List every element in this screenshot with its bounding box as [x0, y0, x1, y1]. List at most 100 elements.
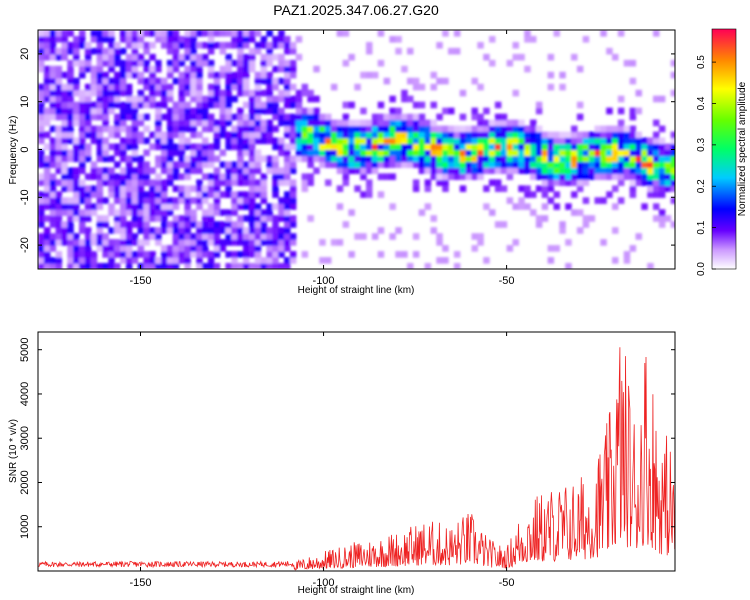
heat-cell — [219, 209, 227, 216]
heat-cell — [207, 101, 215, 109]
heat-cell — [149, 251, 156, 258]
heat-cell — [576, 155, 584, 163]
heat-cell — [190, 42, 197, 49]
heat-cell — [325, 161, 332, 168]
heat-cell — [412, 131, 420, 139]
heat-cell — [172, 251, 180, 258]
heat-cell — [149, 65, 156, 73]
heat-cell — [401, 251, 408, 258]
heat-cell — [389, 203, 396, 210]
heat-cell — [114, 185, 121, 192]
heat-cell — [196, 107, 203, 115]
heat-cell — [336, 131, 344, 139]
heat-cell — [535, 155, 543, 163]
heat-cell — [664, 149, 672, 157]
heat-cell — [49, 197, 57, 204]
heat-cell — [207, 251, 215, 258]
heat-cell — [131, 65, 139, 73]
heat-cell — [647, 155, 654, 163]
heat-cell — [190, 113, 197, 121]
heat-cell — [90, 131, 98, 139]
heat-cell — [231, 233, 238, 240]
heat-cell — [38, 179, 45, 186]
heat-cell — [108, 107, 115, 115]
heat-cell — [348, 143, 355, 151]
heat-cell — [606, 191, 613, 198]
heat-cell — [213, 263, 221, 269]
heat-cell — [494, 161, 502, 168]
heat-cell — [248, 30, 256, 37]
heat-cell — [284, 149, 291, 157]
heat-cell — [248, 125, 256, 133]
heat-cell — [582, 173, 590, 180]
heat-cell — [342, 59, 350, 67]
heat-cell — [137, 53, 145, 61]
heat-cell — [79, 119, 86, 127]
heat-cell — [49, 257, 57, 264]
heat-cell — [178, 245, 186, 252]
heat-cell — [219, 47, 227, 55]
heat-cell — [658, 215, 666, 222]
heat-cell — [606, 131, 613, 139]
heat-cell — [84, 125, 92, 133]
heat-cell — [96, 185, 104, 192]
heat-cell — [161, 131, 168, 139]
heat-cell — [38, 65, 45, 73]
heat-cell — [442, 179, 449, 186]
heat-cell — [166, 107, 174, 115]
heat-cell — [389, 149, 396, 157]
heat-cell — [248, 245, 256, 252]
heat-cell — [348, 167, 355, 174]
heat-cell — [79, 95, 86, 103]
heat-cell — [161, 137, 168, 145]
heat-cell — [155, 30, 162, 37]
heat-cell — [120, 191, 127, 198]
heat-cell — [535, 131, 543, 139]
heat-cell — [325, 155, 332, 163]
heat-cell — [155, 89, 162, 97]
heat-cell — [664, 155, 672, 163]
heat-cell — [155, 239, 162, 246]
heat-cell — [289, 233, 297, 240]
heat-cell — [172, 119, 180, 127]
heat-cell — [84, 251, 92, 258]
heat-cell — [225, 161, 232, 168]
heat-cell — [67, 263, 74, 269]
heat-cell — [43, 263, 51, 269]
heat-cell — [161, 42, 168, 49]
heat-cell — [90, 125, 98, 133]
heat-cell — [459, 137, 467, 145]
heat-cell — [571, 53, 578, 61]
heat-cell — [43, 89, 51, 97]
heat-cell — [161, 167, 168, 174]
heat-cell — [137, 113, 145, 121]
heat-cell — [161, 245, 168, 252]
heat-cell — [84, 89, 92, 97]
heat-cell — [623, 173, 631, 180]
heat-cell — [518, 185, 525, 192]
heat-cell — [653, 95, 660, 103]
colorbar-tick-label: 0.1 — [696, 220, 707, 234]
heat-cell — [102, 167, 109, 174]
heat-cell — [260, 191, 268, 198]
heat-cell — [137, 95, 145, 103]
heat-cell — [79, 155, 86, 163]
heat-cell — [49, 179, 57, 186]
heat-cell — [190, 89, 197, 97]
heat-cell — [108, 30, 115, 37]
heat-cell — [202, 59, 209, 67]
heat-cell — [225, 71, 232, 79]
heat-cell — [73, 191, 80, 198]
heat-cell — [120, 71, 127, 79]
heat-cell — [313, 107, 320, 115]
heat-cell — [635, 89, 642, 97]
heat-cell — [137, 89, 145, 97]
heat-cell — [272, 167, 279, 174]
heat-cell — [600, 197, 607, 204]
heat-cell — [108, 101, 115, 109]
heat-cell — [108, 227, 115, 234]
heat-cell — [588, 137, 596, 145]
heat-cell — [161, 209, 168, 216]
heat-cell — [137, 173, 145, 180]
heat-cell — [658, 149, 666, 157]
